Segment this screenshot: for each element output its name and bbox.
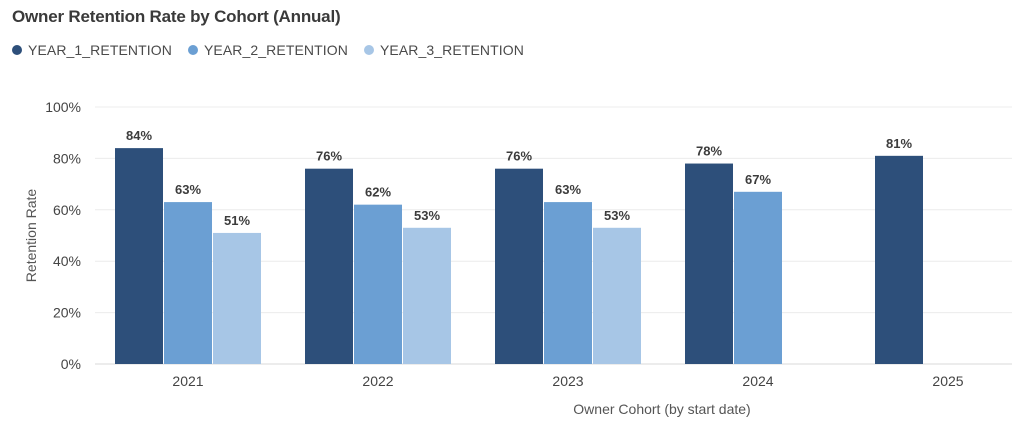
x-axis-title: Owner Cohort (by start date)	[573, 401, 750, 417]
y-tick-label: 0%	[61, 356, 81, 372]
bar	[354, 204, 402, 364]
bar	[593, 227, 641, 364]
bar	[495, 168, 543, 364]
y-tick-label: 40%	[53, 253, 81, 269]
y-axis-title: Retention Rate	[23, 189, 39, 283]
y-tick-label: 20%	[53, 305, 81, 321]
data-label: 76%	[506, 149, 532, 164]
data-label: 81%	[886, 136, 912, 151]
y-tick-label: 80%	[53, 150, 81, 166]
bar	[685, 163, 733, 364]
data-label: 63%	[175, 182, 201, 197]
legend-swatch-year-3	[363, 45, 374, 55]
data-label: 78%	[696, 144, 722, 159]
data-label: 53%	[604, 208, 630, 223]
x-tick-label: 2024	[742, 373, 773, 389]
bar	[875, 155, 923, 364]
legend-item-year-1[interactable]: YEAR_1_RETENTION	[12, 42, 172, 58]
bar	[115, 148, 163, 364]
data-label: 76%	[316, 149, 342, 164]
chart-title: Owner Retention Rate by Cohort (Annual)	[12, 7, 341, 26]
y-tick-label: 60%	[53, 202, 81, 218]
data-label: 53%	[414, 208, 440, 223]
bar	[734, 191, 782, 364]
bar	[403, 227, 451, 364]
data-label: 63%	[555, 182, 581, 197]
y-tick-label: 100%	[45, 99, 81, 115]
data-label: 62%	[365, 185, 391, 200]
x-tick-label: 2025	[932, 373, 963, 389]
legend-swatch-year-1	[12, 45, 22, 55]
data-label: 84%	[126, 128, 152, 143]
legend-swatch-year-2	[187, 45, 198, 55]
data-label: 67%	[745, 172, 771, 187]
legend-label-year-1: YEAR_1_RETENTION	[28, 42, 172, 58]
bar	[305, 168, 353, 364]
legend-label-year-2: YEAR_2_RETENTION	[203, 42, 348, 58]
data-label: 51%	[224, 213, 250, 228]
legend-item-year-3[interactable]: YEAR_3_RETENTION	[363, 42, 524, 58]
bar	[213, 232, 261, 364]
chart-legend: YEAR_1_RETENTION YEAR_2_RETENTION YEAR_3…	[12, 40, 540, 60]
x-tick-label: 2021	[172, 373, 203, 389]
legend-item-year-2[interactable]: YEAR_2_RETENTION	[187, 42, 348, 58]
bar	[544, 202, 592, 364]
legend-label-year-3: YEAR_3_RETENTION	[379, 42, 524, 58]
bar	[164, 202, 212, 364]
x-tick-label: 2023	[552, 373, 583, 389]
x-tick-label: 2022	[362, 373, 393, 389]
